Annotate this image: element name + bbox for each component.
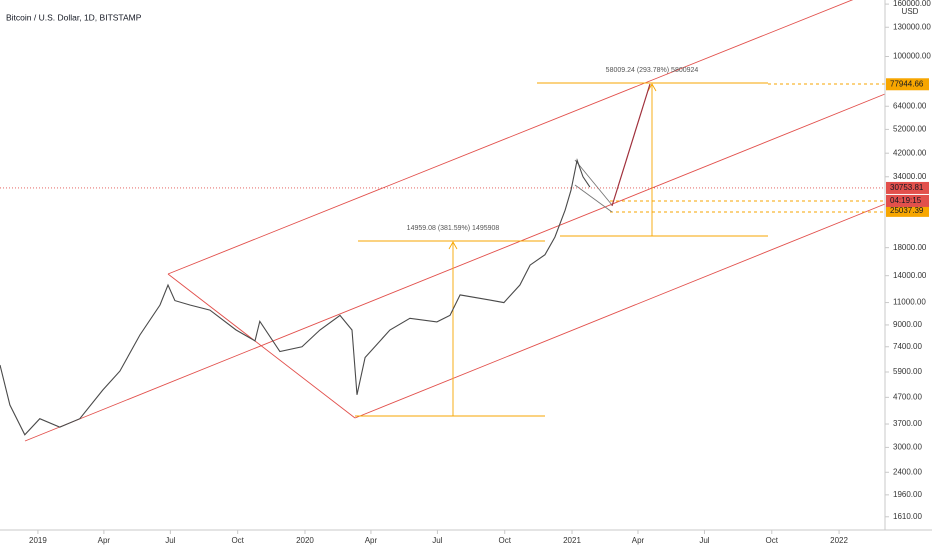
- price-badge: [886, 181, 929, 194]
- y-tick-label: 1610.00: [893, 512, 922, 521]
- price-badge: [886, 78, 929, 91]
- y-tick-label: 11000.00: [893, 298, 926, 307]
- y-tick-label: 18000.00: [893, 243, 927, 252]
- y-tick-label: 100000.00: [893, 52, 931, 61]
- x-tick-label: 2022: [830, 536, 848, 545]
- y-tick-label: 3000.00: [893, 443, 922, 452]
- price-label: 30753.81: [890, 183, 924, 192]
- grid: [37, 3, 889, 534]
- price-label: 77944.66: [890, 79, 924, 88]
- y-tick-label: 2400.00: [893, 467, 922, 476]
- annotation: 58009.24 (293.78%) 5800924: [606, 67, 699, 74]
- x-tick-label: Apr: [632, 536, 645, 545]
- y-tick-label: 9000.00: [893, 320, 922, 329]
- drawings: [24, 0, 886, 442]
- x-tick-label: Jul: [699, 536, 709, 545]
- channel-middle: [24, 93, 886, 442]
- y-tick-label: 42000.00: [893, 148, 927, 157]
- chart-title: Bitcoin / U.S. Dollar, 1D, BITSTAMP: [6, 12, 142, 22]
- arrow-head: [448, 241, 458, 250]
- x-tick-label: Oct: [766, 536, 779, 545]
- wedge-line: [574, 184, 613, 213]
- x-tick-label: Apr: [365, 536, 378, 545]
- y-tick-label: 14000.00: [893, 271, 927, 280]
- channel-upper: [167, 0, 854, 275]
- channel-lower: [354, 203, 886, 419]
- price-line: [0, 158, 591, 436]
- projection-path: [611, 83, 651, 207]
- arrow-head: [647, 83, 657, 92]
- x-tick-label: Jul: [165, 536, 175, 545]
- y-tick-label: 160000.00: [893, 0, 931, 8]
- y-tick-label: 3700.00: [893, 419, 922, 428]
- x-tick-label: Apr: [98, 536, 111, 545]
- price-badge: [886, 204, 929, 217]
- wedge-line: [574, 159, 613, 206]
- y-tick-label: 5900.00: [893, 367, 922, 376]
- annotation: 14959.08 (381.59%) 1495908: [407, 225, 500, 232]
- x-tick-label: Jul: [432, 536, 442, 545]
- y-tick-label: 64000.00: [893, 101, 927, 110]
- x-tick-label: 2020: [296, 536, 314, 545]
- countdown-badge: [886, 194, 929, 207]
- price-label: 25037.39: [890, 206, 924, 215]
- x-tick-label: 2019: [29, 536, 47, 545]
- x-tick-label: Oct: [498, 536, 511, 545]
- y-tick-label: 4700.00: [893, 392, 922, 401]
- y-tick-label: 1960.00: [893, 490, 922, 499]
- countdown: 04:19:15: [890, 196, 922, 205]
- x-tick-label: Oct: [231, 536, 244, 545]
- channel-diagonal: [167, 273, 356, 419]
- y-tick-label: 130000.00: [893, 22, 931, 31]
- x-tick-label: 2021: [563, 536, 581, 545]
- y-unit: USD: [902, 7, 919, 16]
- y-tick-label: 34000.00: [893, 172, 927, 181]
- y-tick-label: 7400.00: [893, 342, 922, 351]
- y-tick-label: 52000.00: [893, 125, 927, 134]
